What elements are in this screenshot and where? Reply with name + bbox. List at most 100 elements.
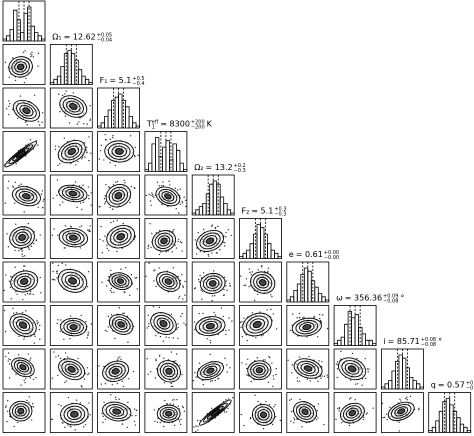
sample-point [267, 270, 269, 272]
sample-point [185, 205, 187, 208]
sample-point [262, 428, 265, 430]
contour-line [208, 280, 217, 287]
sample-point [172, 337, 175, 339]
sample-point [229, 282, 231, 285]
histogram-bin [6, 35, 11, 41]
histogram-bin [317, 293, 323, 302]
sample-point [259, 311, 261, 313]
contour-line [113, 230, 129, 243]
histogram-bin [296, 283, 302, 302]
contour-panel [191, 305, 235, 346]
sample-point [320, 321, 323, 324]
sample-point [15, 311, 18, 314]
sample-point [78, 185, 81, 187]
sample-point [88, 194, 90, 197]
sample-point [167, 205, 169, 208]
histogram-bin [198, 206, 204, 215]
sample-point [389, 406, 391, 409]
title-value: = 8300 [160, 120, 190, 129]
sample-point [219, 249, 221, 251]
sample-point [184, 199, 187, 202]
contour-panel [97, 218, 140, 259]
sample-point [99, 238, 101, 241]
panel-frame [380, 348, 424, 390]
sample-point [198, 362, 201, 364]
sample-point [418, 408, 420, 411]
contour-line [16, 275, 32, 288]
sample-point [110, 269, 112, 272]
sample-point [163, 357, 165, 359]
sample-point [29, 359, 31, 361]
panel-frame [286, 305, 330, 346]
sample-point [340, 358, 342, 360]
sample-point [101, 281, 103, 283]
title-symbol: T [146, 120, 152, 129]
sample-point [64, 352, 67, 354]
sample-point [79, 226, 81, 228]
sample-point [4, 61, 7, 63]
panel-frame [333, 305, 377, 346]
sample-point [43, 198, 45, 201]
sample-point [79, 202, 82, 204]
contour-line [299, 322, 315, 333]
histogram-bin [67, 50, 72, 85]
sample-point [302, 317, 304, 319]
sample-point [28, 293, 31, 295]
sample-point [176, 189, 179, 191]
sample-point [32, 378, 35, 381]
sample-point [118, 307, 121, 309]
sample-point [23, 379, 25, 381]
sample-point [306, 336, 308, 338]
sample-point [216, 252, 218, 254]
sample-point [223, 288, 225, 291]
sample-point [64, 93, 66, 95]
sample-point [243, 284, 245, 287]
panel-title: e = 0.61 +0.00−0.00 [289, 250, 339, 261]
panel-frame [97, 348, 140, 390]
sample-point [151, 232, 153, 235]
sample-point [29, 290, 32, 293]
sample-point [210, 407, 213, 409]
sample-point [181, 373, 183, 376]
panel-frame [49, 131, 93, 172]
sample-point [104, 235, 106, 237]
sample-point [4, 355, 7, 358]
sample-point [85, 149, 87, 151]
sample-point [63, 137, 66, 139]
sample-point [184, 280, 186, 283]
sample-point [364, 357, 366, 360]
contour-line [111, 145, 127, 158]
sample-point [35, 376, 37, 379]
histogram-bin [340, 336, 345, 346]
panel-frame [97, 87, 140, 129]
panel-frame [2, 87, 46, 129]
sample-point [226, 289, 228, 291]
sample-point [102, 240, 104, 242]
sample-point [81, 156, 84, 158]
histogram-bin [449, 404, 454, 433]
sample-point [209, 380, 212, 382]
sample-point [28, 248, 30, 251]
contour-line [397, 408, 406, 415]
sample-point [270, 294, 272, 296]
sample-point [406, 396, 408, 398]
sample-point [130, 185, 133, 188]
sample-point [77, 357, 79, 360]
sample-point [51, 234, 54, 236]
contour-line [301, 408, 309, 416]
panel-frame [191, 261, 235, 303]
sample-point [86, 337, 89, 339]
sample-point [87, 270, 90, 273]
sample-point [162, 184, 165, 187]
title-value: = 0.57 [438, 381, 465, 390]
sample-point [72, 92, 74, 94]
sample-point [196, 419, 199, 422]
title-value: = 356.36 [345, 294, 382, 303]
sample-point [23, 81, 26, 84]
sample-point [257, 269, 259, 271]
sample-point [178, 420, 181, 422]
contour-line [114, 276, 127, 286]
panel-frame [239, 218, 282, 259]
contour-line [109, 227, 132, 246]
